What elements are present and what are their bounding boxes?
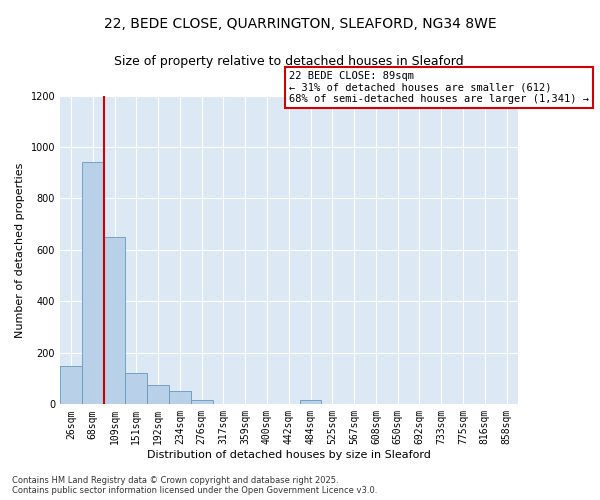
X-axis label: Distribution of detached houses by size in Sleaford: Distribution of detached houses by size … [147, 450, 431, 460]
Bar [191, 400, 212, 404]
Bar [60, 366, 82, 405]
Text: 22 BEDE CLOSE: 89sqm
← 31% of detached houses are smaller (612)
68% of semi-deta: 22 BEDE CLOSE: 89sqm ← 31% of detached h… [289, 71, 589, 104]
Bar [125, 374, 147, 404]
Text: 22, BEDE CLOSE, QUARRINGTON, SLEAFORD, NG34 8WE: 22, BEDE CLOSE, QUARRINGTON, SLEAFORD, N… [104, 18, 496, 32]
Bar [104, 237, 125, 404]
Bar [82, 162, 104, 404]
Text: Contains HM Land Registry data © Crown copyright and database right 2025.
Contai: Contains HM Land Registry data © Crown c… [12, 476, 377, 495]
Bar [169, 392, 191, 404]
Bar [299, 400, 322, 404]
Y-axis label: Number of detached properties: Number of detached properties [15, 162, 25, 338]
Bar [147, 385, 169, 404]
Title: Size of property relative to detached houses in Sleaford: Size of property relative to detached ho… [114, 55, 464, 68]
